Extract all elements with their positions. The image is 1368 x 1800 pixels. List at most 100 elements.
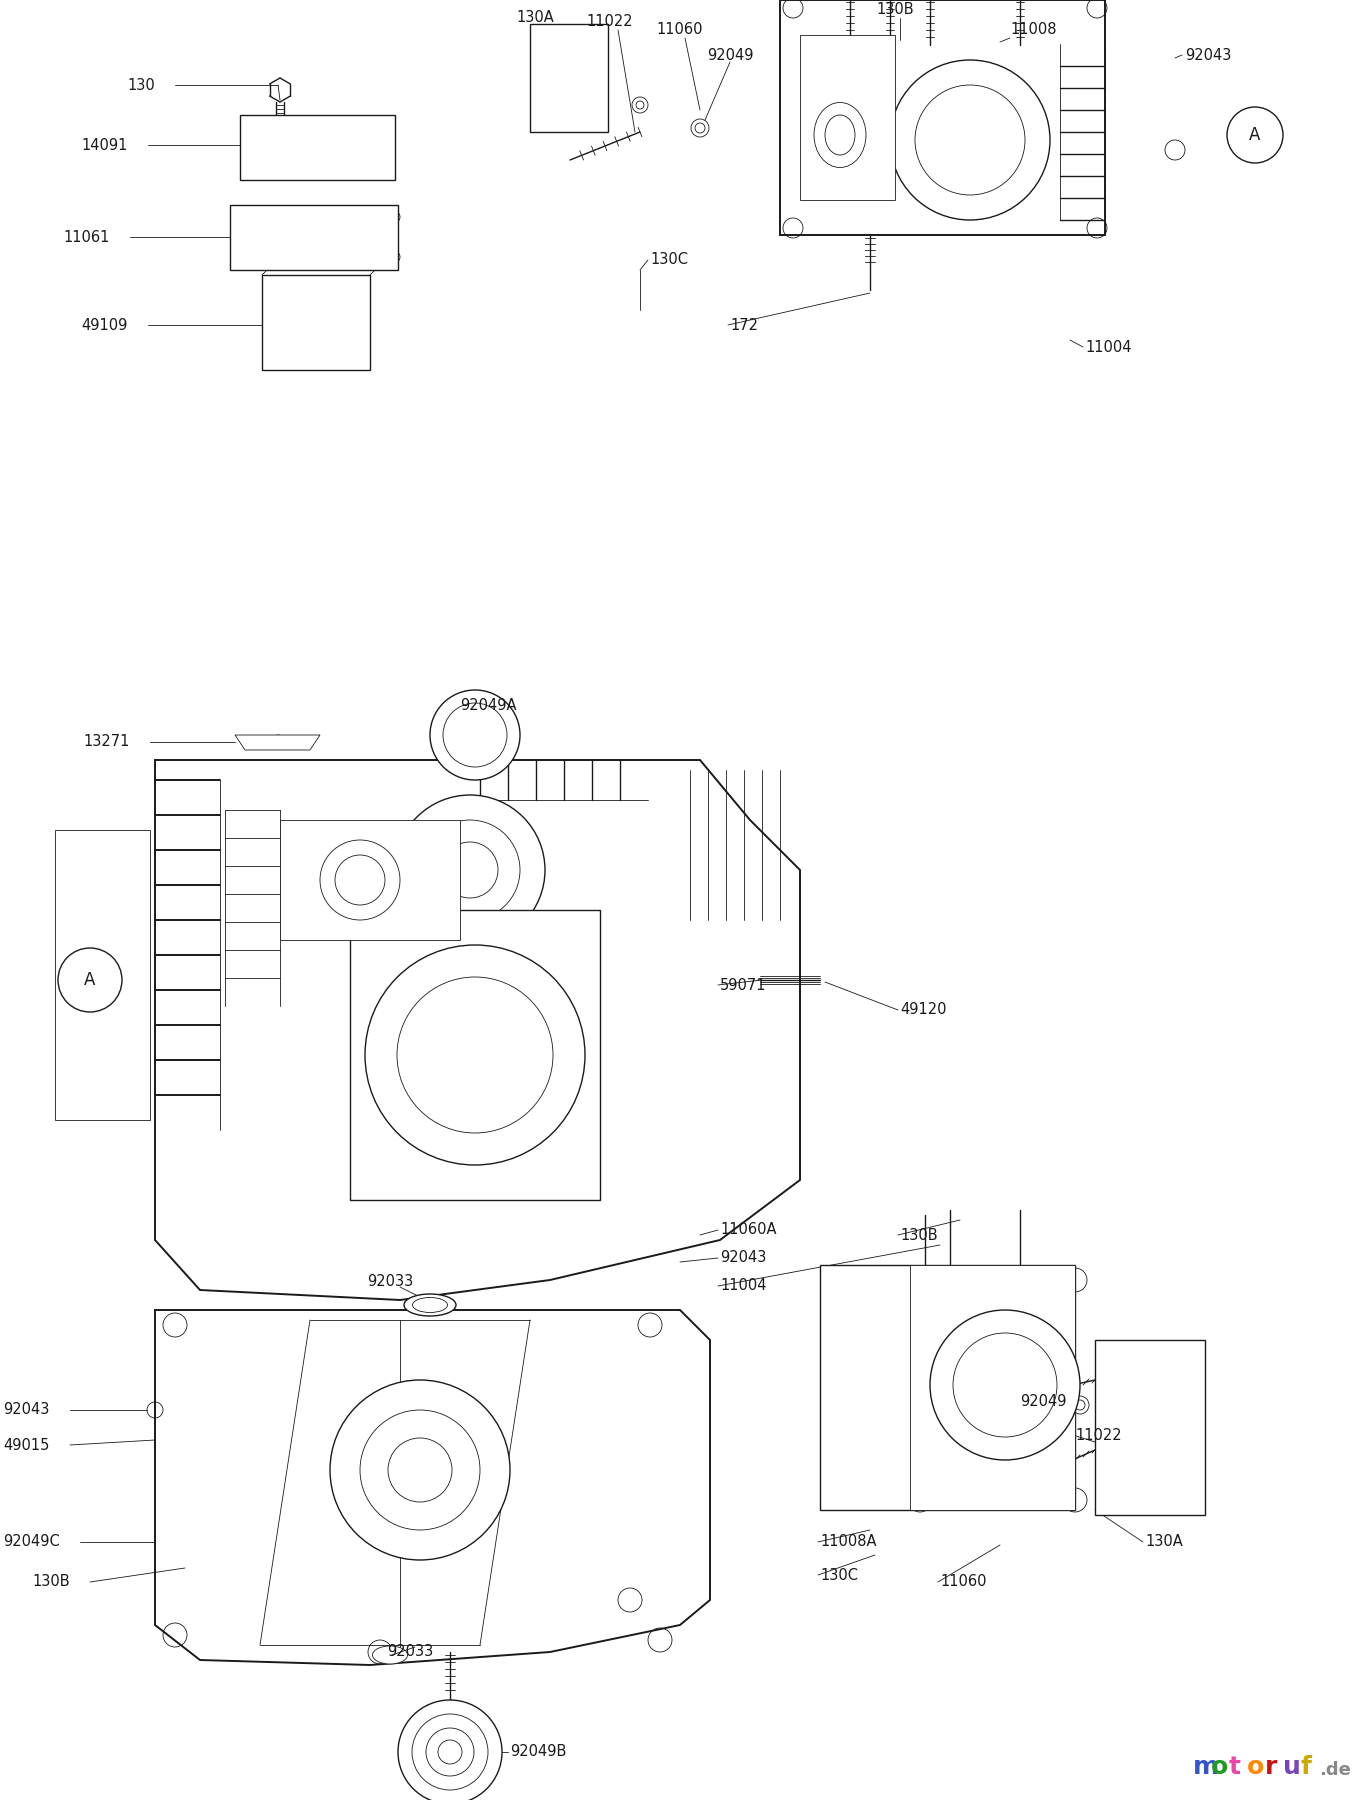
- Bar: [55, 830, 150, 1120]
- Circle shape: [368, 153, 393, 176]
- Circle shape: [398, 1699, 502, 1800]
- Text: 11060: 11060: [940, 1575, 986, 1589]
- Circle shape: [250, 128, 260, 137]
- Circle shape: [365, 945, 586, 1165]
- Circle shape: [378, 162, 387, 173]
- Text: 11060A: 11060A: [720, 1222, 777, 1238]
- Circle shape: [438, 1741, 462, 1764]
- Ellipse shape: [404, 1294, 456, 1316]
- Bar: [819, 1265, 1075, 1510]
- Bar: [800, 34, 895, 200]
- Text: 92033: 92033: [367, 1274, 413, 1289]
- Text: t: t: [1228, 1755, 1241, 1778]
- Bar: [780, 0, 1105, 236]
- Bar: [910, 1265, 1075, 1510]
- Circle shape: [420, 821, 520, 920]
- Text: A: A: [1249, 126, 1261, 144]
- Bar: [1103, 1348, 1197, 1507]
- Text: 130C: 130C: [650, 252, 688, 268]
- Polygon shape: [235, 734, 320, 751]
- Circle shape: [250, 162, 260, 173]
- Polygon shape: [155, 1310, 710, 1665]
- Text: 92049: 92049: [1021, 1395, 1067, 1409]
- Text: .de: .de: [1319, 1760, 1350, 1778]
- Ellipse shape: [814, 103, 866, 167]
- Text: 130B: 130B: [900, 1228, 937, 1242]
- Circle shape: [430, 689, 520, 779]
- Text: 49015: 49015: [4, 1438, 51, 1453]
- Circle shape: [244, 119, 267, 142]
- Ellipse shape: [280, 122, 341, 167]
- Bar: [350, 911, 601, 1201]
- Text: 92043: 92043: [720, 1251, 766, 1265]
- Text: 130A: 130A: [1145, 1534, 1183, 1550]
- Circle shape: [1227, 106, 1283, 164]
- Bar: [239, 115, 395, 180]
- Circle shape: [930, 1310, 1079, 1460]
- Ellipse shape: [372, 1645, 408, 1663]
- Bar: [1094, 1339, 1205, 1516]
- Bar: [1114, 1435, 1183, 1485]
- Circle shape: [395, 796, 544, 945]
- Text: 130A: 130A: [516, 11, 554, 25]
- Text: 49120: 49120: [900, 1003, 947, 1017]
- Text: 92049C: 92049C: [3, 1534, 60, 1550]
- Text: o: o: [1246, 1755, 1264, 1778]
- Text: 59071: 59071: [720, 977, 766, 992]
- Text: 130: 130: [127, 77, 155, 92]
- Bar: [242, 214, 386, 259]
- Text: 11061: 11061: [64, 229, 109, 245]
- Circle shape: [443, 704, 508, 767]
- Ellipse shape: [413, 1298, 447, 1312]
- Circle shape: [57, 949, 122, 1012]
- Ellipse shape: [264, 221, 306, 254]
- Text: 11022: 11022: [1075, 1427, 1122, 1442]
- Circle shape: [389, 211, 399, 223]
- Text: 172: 172: [731, 317, 758, 333]
- Text: 92049A: 92049A: [460, 697, 517, 713]
- Text: 14091: 14091: [82, 137, 129, 153]
- Bar: [230, 205, 398, 270]
- Circle shape: [891, 59, 1051, 220]
- Text: u: u: [1283, 1755, 1301, 1778]
- Circle shape: [389, 1438, 451, 1501]
- Bar: [1114, 1364, 1183, 1415]
- Bar: [529, 23, 607, 131]
- Circle shape: [368, 119, 393, 142]
- Text: 13271: 13271: [83, 734, 130, 749]
- Text: 11022: 11022: [587, 14, 633, 29]
- Text: 11008A: 11008A: [819, 1534, 877, 1550]
- Text: A: A: [85, 970, 96, 988]
- Ellipse shape: [278, 140, 312, 164]
- Text: 11008: 11008: [1010, 22, 1056, 38]
- Text: 92049B: 92049B: [510, 1744, 566, 1760]
- Circle shape: [442, 842, 498, 898]
- Text: 92043: 92043: [1185, 47, 1231, 63]
- Circle shape: [239, 211, 252, 223]
- Text: 130B: 130B: [876, 2, 914, 18]
- Circle shape: [397, 977, 553, 1132]
- Circle shape: [953, 1334, 1057, 1436]
- Text: 130B: 130B: [33, 1575, 70, 1589]
- Circle shape: [389, 250, 399, 263]
- Circle shape: [915, 85, 1025, 194]
- Polygon shape: [155, 760, 800, 1300]
- Text: m: m: [1193, 1755, 1219, 1778]
- Circle shape: [360, 1409, 480, 1530]
- Circle shape: [330, 1381, 510, 1561]
- Text: 11004: 11004: [1085, 340, 1131, 355]
- Circle shape: [244, 153, 267, 176]
- Circle shape: [378, 128, 387, 137]
- Text: 92049: 92049: [707, 47, 754, 63]
- Text: r: r: [1265, 1755, 1278, 1778]
- Text: 11060: 11060: [657, 22, 703, 38]
- Text: 92043: 92043: [4, 1402, 51, 1418]
- Text: o: o: [1211, 1755, 1228, 1778]
- Circle shape: [239, 250, 252, 263]
- Text: 92033: 92033: [387, 1645, 434, 1660]
- Circle shape: [425, 1728, 473, 1777]
- Circle shape: [335, 855, 384, 905]
- Text: 11004: 11004: [720, 1278, 766, 1294]
- Bar: [263, 275, 369, 371]
- Circle shape: [320, 841, 399, 920]
